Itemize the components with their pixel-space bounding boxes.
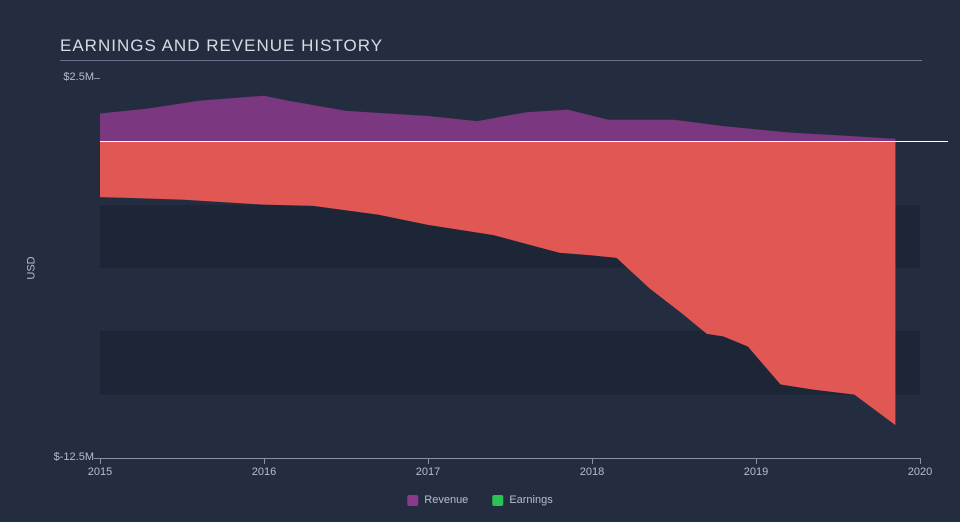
legend-item-earnings: Earnings [492,494,552,506]
legend-swatch-revenue [407,495,418,506]
x-tick [264,458,265,464]
legend-swatch-earnings [492,495,503,506]
y-axis-title: USD [26,256,38,279]
y-tick-label: $-12.5M [42,451,94,463]
x-tick-label: 2019 [744,466,768,478]
x-axis-line [100,458,920,459]
legend-label-earnings: Earnings [509,494,552,506]
zero-line [100,141,948,142]
y-tick-label: $2.5M [42,71,94,83]
series-revenue [100,96,895,142]
x-tick-label: 2018 [580,466,604,478]
chart-container: EARNINGS AND REVENUE HISTORY USD Revenue… [0,0,960,522]
chart-title: EARNINGS AND REVENUE HISTORY [60,36,383,56]
y-tick [94,458,100,459]
y-axis-line [100,78,101,458]
x-tick-label: 2015 [88,466,112,478]
x-tick [428,458,429,464]
x-tick [100,458,101,464]
x-tick [920,458,921,464]
plot-svg [100,78,920,458]
x-tick-label: 2016 [252,466,276,478]
legend: Revenue Earnings [407,494,552,506]
x-tick-label: 2020 [908,466,932,478]
legend-item-revenue: Revenue [407,494,468,506]
x-tick [592,458,593,464]
title-underline [60,60,922,61]
legend-label-revenue: Revenue [424,494,468,506]
plot-area [100,78,920,458]
series-earnings [100,141,895,425]
x-tick-label: 2017 [416,466,440,478]
x-tick [756,458,757,464]
